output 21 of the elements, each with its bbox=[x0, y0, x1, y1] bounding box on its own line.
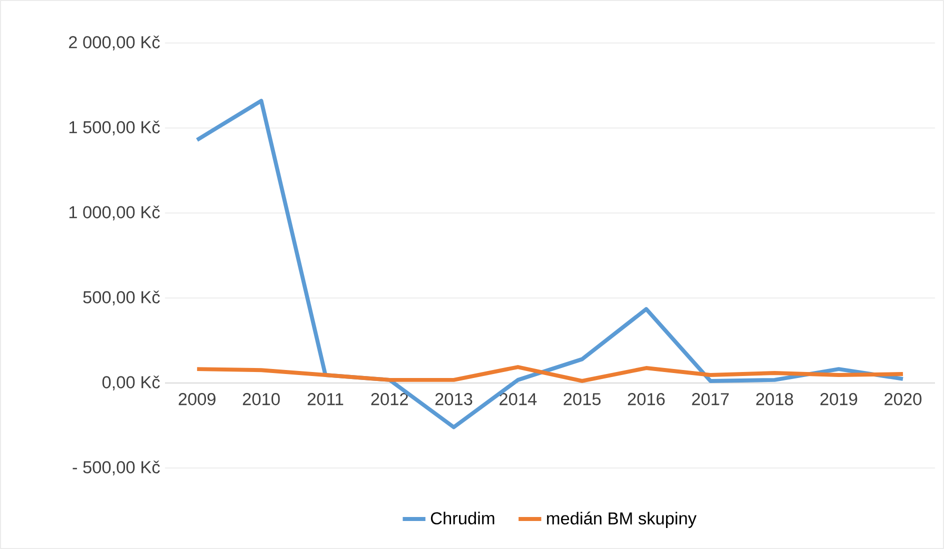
x-tick-label: 2015 bbox=[564, 393, 601, 406]
legend-label: Chrudim bbox=[430, 512, 494, 524]
x-tick-label: 2016 bbox=[628, 393, 665, 406]
x-tick-label: 2019 bbox=[820, 393, 858, 406]
y-tick-label: 2 000,00 Kč bbox=[69, 36, 160, 50]
x-tick-label: 2020 bbox=[884, 393, 922, 406]
y-tick-label: 1 000,00 Kč bbox=[69, 206, 160, 220]
x-tick-label: 2018 bbox=[756, 393, 794, 406]
x-tick-label: 2010 bbox=[242, 393, 280, 406]
y-tick-label: - 500,00 Kč bbox=[72, 460, 160, 476]
x-tick-label: 2017 bbox=[692, 393, 729, 406]
y-tick-label: 0,00 Kč bbox=[102, 376, 160, 390]
x-tick-label: 2009 bbox=[178, 393, 216, 406]
x-tick-label: 2014 bbox=[500, 393, 537, 406]
x-tick-label: 2013 bbox=[435, 393, 472, 406]
y-tick-label: 1 500,00 Kč bbox=[69, 120, 160, 136]
line-series bbox=[195, 365, 905, 383]
x-tick-label: 2012 bbox=[371, 393, 408, 406]
y-tick-label: 500,00 Kč bbox=[83, 290, 160, 306]
legend-label: medián BM skupiny bbox=[547, 512, 697, 528]
x-tick-label: 2011 bbox=[308, 393, 344, 406]
